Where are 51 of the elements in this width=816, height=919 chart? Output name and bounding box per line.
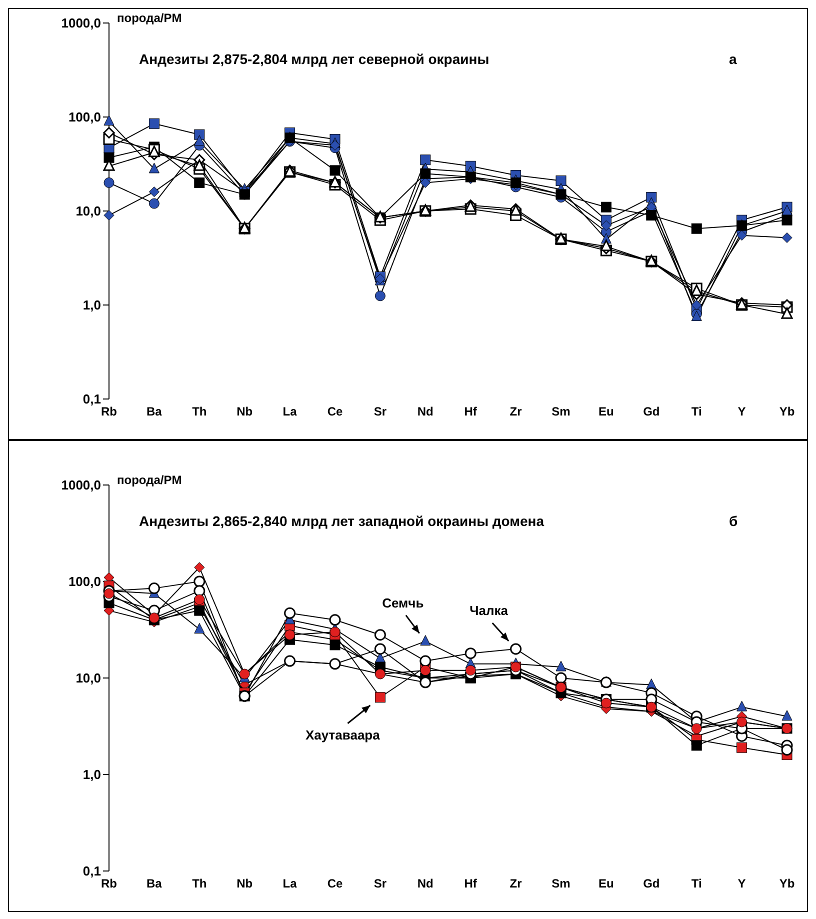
- x-tick-label: Eu: [598, 404, 614, 419]
- y-axis-title: порода/PM: [117, 473, 182, 487]
- x-tick-label: Rb: [101, 404, 117, 419]
- y-tick-label: 1000,0: [61, 16, 101, 31]
- x-tick-label: Y: [738, 876, 746, 891]
- x-tick-label: Y: [738, 404, 746, 419]
- y-tick-label: 100,0: [68, 574, 101, 590]
- x-tick-label: Yb: [779, 876, 795, 891]
- x-tick-label: Ba: [146, 404, 162, 419]
- x-tick-label: Eu: [598, 876, 614, 891]
- x-tick-label: La: [282, 404, 298, 419]
- x-tick-label: Hf: [464, 876, 478, 891]
- x-tick-label: Sr: [374, 404, 387, 419]
- annotation: Семчь: [382, 595, 424, 610]
- x-tick-label: Zr: [510, 876, 522, 891]
- x-tick-label: Nb: [236, 404, 253, 419]
- annotation: Чалка: [470, 602, 509, 618]
- x-tick-label: Nd: [417, 876, 434, 891]
- x-tick-label: Ba: [146, 876, 162, 891]
- x-tick-label: Ce: [327, 404, 343, 419]
- x-tick-label: La: [282, 876, 298, 891]
- y-tick-label: 1000,0: [61, 478, 101, 493]
- x-tick-label: Ti: [691, 876, 702, 891]
- x-tick-label: Th: [192, 876, 207, 891]
- x-tick-label: Yb: [779, 404, 795, 419]
- x-tick-label: Sm: [552, 404, 570, 419]
- x-tick-label: Sr: [374, 876, 387, 891]
- x-tick-label: Zr: [510, 404, 522, 419]
- x-tick-label: Ce: [327, 876, 343, 891]
- y-tick-label: 0,1: [82, 392, 101, 407]
- text: Андезиты 2,875-2,804 млрд лет северной окраины: [139, 51, 490, 67]
- x-tick-label: Rb: [101, 876, 117, 891]
- text: Андезиты 2,865-2,840 млрд лет западной окраины домена: [139, 513, 544, 529]
- annotation: б: [729, 513, 738, 529]
- y-tick-label: 1,0: [82, 298, 101, 313]
- x-tick-label: Sm: [552, 876, 570, 891]
- y-tick-label: 1,0: [82, 767, 101, 782]
- x-tick-label: Nd: [417, 404, 434, 419]
- y-axis-title: порода/PM: [117, 11, 182, 25]
- x-tick-label: Gd: [643, 876, 660, 891]
- x-tick-label: Hf: [464, 404, 478, 419]
- x-tick-label: Th: [192, 404, 207, 419]
- x-tick-label: Nb: [236, 876, 253, 891]
- annotation: Хаутаваара: [306, 727, 381, 742]
- annotation: а: [729, 51, 737, 67]
- y-tick-label: 100,0: [68, 110, 101, 125]
- y-tick-label: 10,0: [76, 670, 101, 686]
- x-tick-label: Gd: [643, 404, 660, 419]
- x-tick-label: Ti: [691, 404, 702, 419]
- y-tick-label: 10,0: [76, 204, 101, 219]
- y-tick-label: 0,1: [82, 864, 101, 879]
